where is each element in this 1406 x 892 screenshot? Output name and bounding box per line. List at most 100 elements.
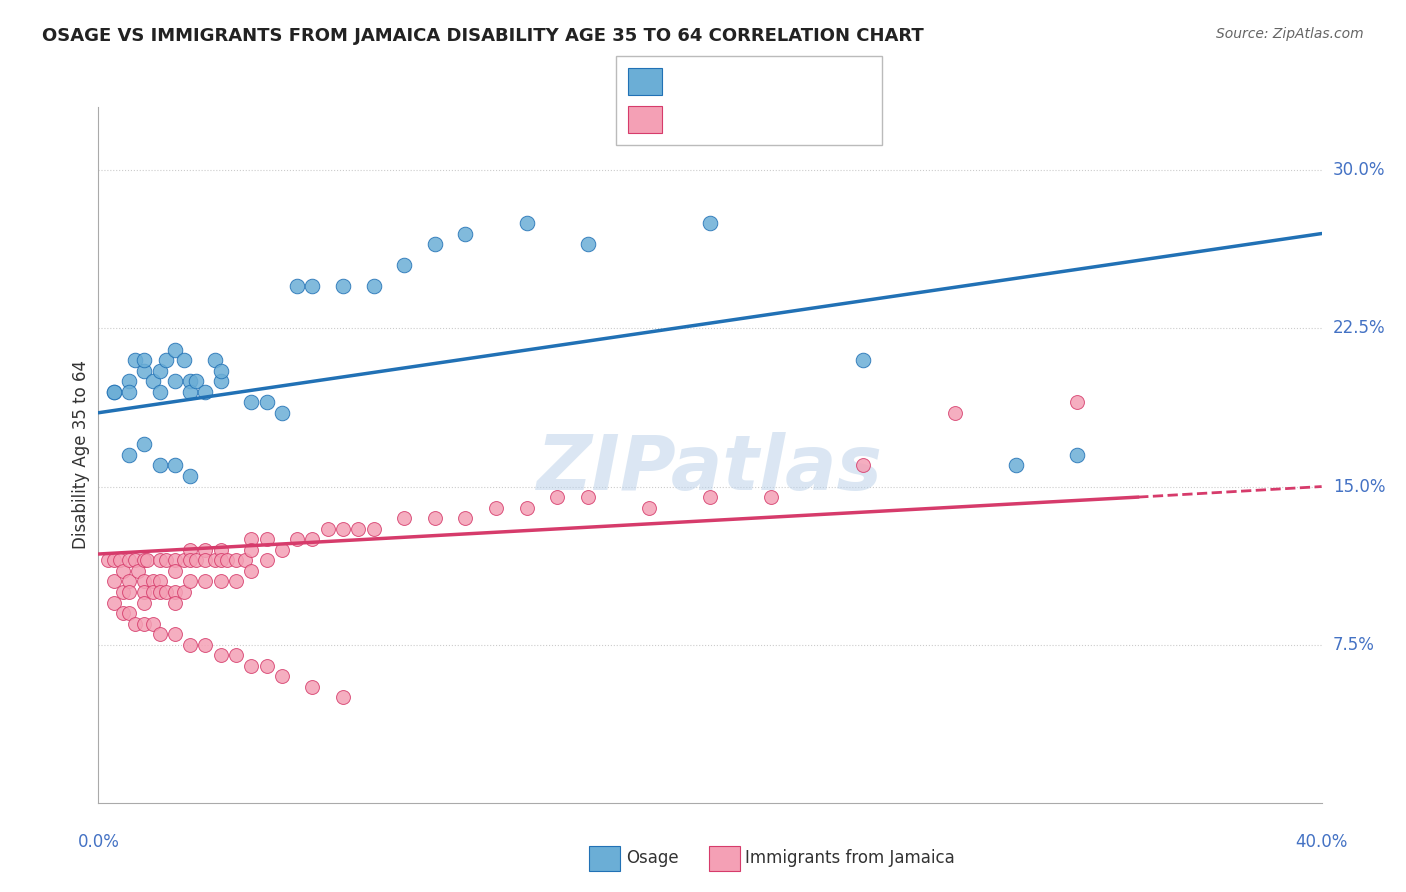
Point — [316, 522, 339, 536]
Point — [149, 384, 172, 399]
Point — [118, 553, 141, 567]
Text: 15.0%: 15.0% — [1333, 477, 1385, 496]
Point — [134, 553, 156, 567]
Point — [194, 638, 217, 652]
Point — [204, 353, 226, 368]
Text: R = 0.277: R = 0.277 — [669, 72, 759, 90]
Point — [256, 553, 278, 567]
Point — [285, 279, 308, 293]
Point — [134, 353, 156, 368]
Point — [256, 533, 278, 547]
Point — [392, 511, 416, 525]
Point — [209, 553, 232, 567]
Point — [186, 374, 208, 388]
Point — [124, 616, 146, 631]
Point — [103, 384, 125, 399]
Point — [149, 363, 172, 377]
Text: Source: ZipAtlas.com: Source: ZipAtlas.com — [1216, 27, 1364, 41]
Point — [392, 258, 416, 272]
Point — [852, 458, 875, 473]
Point — [699, 216, 721, 230]
Point — [127, 564, 149, 578]
Point — [103, 553, 125, 567]
Point — [142, 616, 165, 631]
Point — [173, 585, 195, 599]
Point — [301, 680, 323, 694]
Y-axis label: Disability Age 35 to 64: Disability Age 35 to 64 — [72, 360, 90, 549]
Point — [103, 574, 125, 589]
Point — [118, 574, 141, 589]
Point — [118, 384, 141, 399]
Point — [546, 490, 568, 504]
Point — [194, 542, 217, 557]
Text: N = 87: N = 87 — [780, 111, 848, 128]
Point — [103, 595, 125, 609]
Point — [134, 437, 156, 451]
Text: 0.0%: 0.0% — [77, 833, 120, 851]
Point — [149, 553, 172, 567]
Point — [155, 585, 177, 599]
Point — [163, 458, 186, 473]
Point — [149, 574, 172, 589]
Point — [149, 458, 172, 473]
Point — [155, 553, 177, 567]
Point — [179, 384, 201, 399]
Point — [363, 279, 385, 293]
Text: R = 0.143: R = 0.143 — [669, 111, 759, 128]
Point — [204, 553, 226, 567]
Point — [215, 553, 238, 567]
Point — [124, 353, 146, 368]
Point — [270, 542, 292, 557]
Point — [163, 553, 186, 567]
Point — [301, 279, 323, 293]
Point — [209, 648, 232, 663]
Point — [134, 363, 156, 377]
Point — [233, 553, 256, 567]
Point — [225, 574, 247, 589]
Point — [194, 574, 217, 589]
Point — [179, 638, 201, 652]
Point — [209, 542, 232, 557]
Text: N = 42: N = 42 — [780, 72, 848, 90]
Point — [134, 574, 156, 589]
Point — [173, 553, 195, 567]
Text: 7.5%: 7.5% — [1333, 636, 1375, 654]
Point — [301, 533, 323, 547]
Point — [118, 606, 141, 620]
Point — [142, 374, 165, 388]
Text: Osage: Osage — [626, 849, 678, 867]
Point — [134, 616, 156, 631]
Point — [759, 490, 782, 504]
Point — [1004, 458, 1026, 473]
Point — [149, 585, 172, 599]
Point — [852, 353, 875, 368]
Point — [454, 227, 477, 241]
Point — [637, 500, 661, 515]
Point — [270, 406, 292, 420]
Point — [1066, 395, 1088, 409]
Point — [136, 553, 159, 567]
Point — [363, 522, 385, 536]
Point — [134, 595, 156, 609]
Point — [225, 553, 247, 567]
Point — [194, 553, 217, 567]
Point — [97, 553, 120, 567]
Point — [163, 343, 186, 357]
Point — [516, 500, 538, 515]
Point — [163, 564, 186, 578]
Point — [163, 595, 186, 609]
Point — [155, 353, 177, 368]
Point — [179, 574, 201, 589]
Point — [209, 574, 232, 589]
Point — [332, 690, 354, 705]
Text: 22.5%: 22.5% — [1333, 319, 1385, 337]
Point — [111, 585, 134, 599]
Point — [194, 384, 217, 399]
Point — [124, 553, 146, 567]
Point — [240, 542, 263, 557]
Point — [240, 395, 263, 409]
Point — [516, 216, 538, 230]
Point — [256, 395, 278, 409]
Point — [134, 585, 156, 599]
Text: 30.0%: 30.0% — [1333, 161, 1385, 179]
